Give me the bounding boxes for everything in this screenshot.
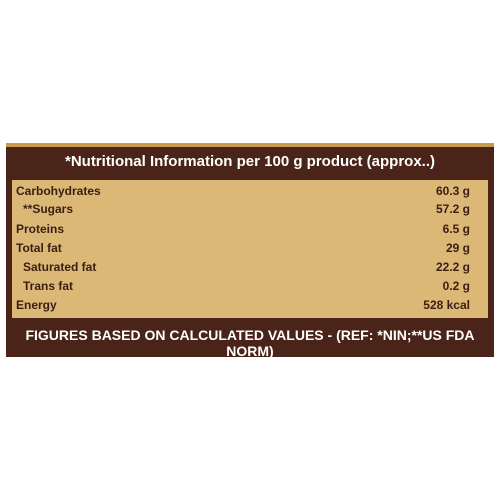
table-row: **Sugars 57.2 g bbox=[12, 200, 488, 219]
nutrient-label: Total fat bbox=[16, 241, 62, 255]
table: Carbohydrates 60.3 g **Sugars 57.2 g Protein… bbox=[12, 180, 488, 318]
nutrient-value: 57.2 g bbox=[435, 202, 470, 216]
nutrient-value: 22.2 g bbox=[435, 260, 470, 274]
footer-note: FIGURES BASED ON CALCULATED VALUES - (RE… bbox=[25, 327, 475, 359]
nutrient-value: 0.2 g bbox=[442, 279, 470, 293]
nutrient-value: 6.5 g bbox=[442, 222, 470, 236]
table-row: Trans fat 0.2 g bbox=[12, 277, 488, 296]
nutrient-value: 29 g bbox=[445, 241, 470, 255]
nutrient-label: Trans fat bbox=[23, 279, 74, 293]
title: *Nutritional Information per 100 g produ… bbox=[64, 153, 436, 170]
nutrient-label: Proteins bbox=[16, 222, 65, 236]
table-row: Carbohydrates 60.3 g bbox=[12, 182, 488, 201]
top-stripe bbox=[6, 143, 494, 147]
label-panel: *Nutritional Information per 100 g produ… bbox=[6, 143, 494, 359]
table-row: Energy 528 kcal bbox=[12, 296, 488, 315]
table-row: Proteins 6.5 g bbox=[12, 220, 488, 239]
table-row: Total fat 29 g bbox=[12, 239, 488, 258]
nutrient-label: Carbohydrates bbox=[16, 184, 101, 198]
nutrient-label: Saturated fat bbox=[23, 260, 97, 274]
table-row: Saturated fat 22.2 g bbox=[12, 258, 488, 277]
nutrient-value: 528 kcal bbox=[423, 298, 470, 312]
nutrient-label: Energy bbox=[16, 298, 57, 312]
nutrient-label: **Sugars bbox=[23, 202, 74, 216]
nutrient-value: 60.3 g bbox=[435, 184, 470, 198]
